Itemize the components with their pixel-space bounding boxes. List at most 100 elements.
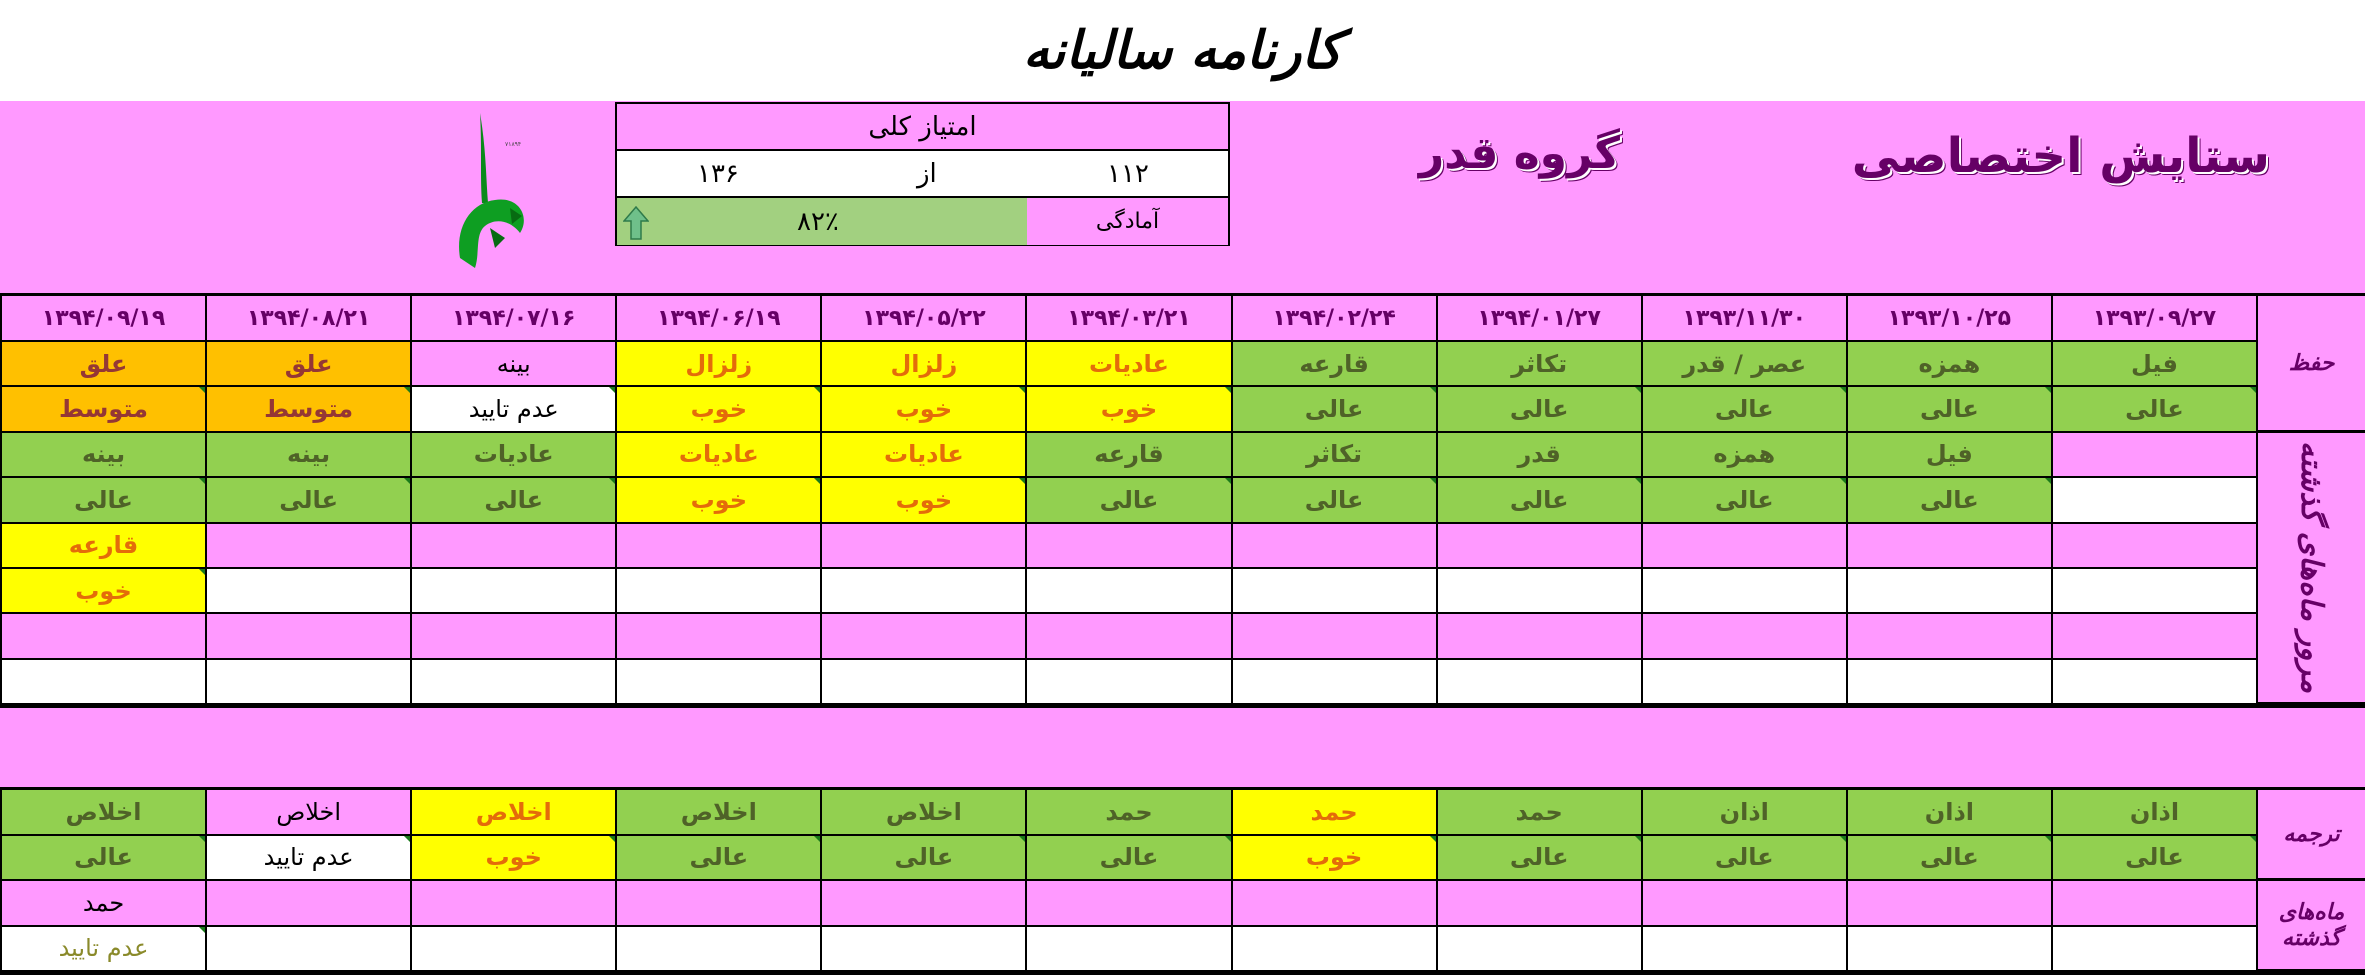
date-header[interactable]: ۱۳۹۴/۰۳/۲۱ — [1025, 296, 1231, 342]
grade-cell[interactable] — [820, 614, 1026, 660]
grade-cell[interactable]: عادیات — [820, 432, 1026, 479]
grade-cell[interactable] — [1230, 614, 1436, 660]
grade-cell[interactable] — [1640, 523, 1846, 569]
grade-cell[interactable] — [205, 881, 411, 927]
grade-cell[interactable]: عالی — [1845, 387, 2051, 433]
grade-cell[interactable]: عالی — [615, 835, 821, 881]
grade-cell[interactable] — [1230, 659, 1436, 706]
grade-cell[interactable] — [2050, 432, 2256, 479]
grade-cell[interactable]: عدم تایید — [205, 835, 411, 881]
grade-cell[interactable]: خوب — [1230, 835, 1436, 881]
grade-cell[interactable]: عالی — [0, 478, 206, 524]
grade-cell[interactable]: اذان — [1640, 790, 1846, 836]
grade-cell[interactable]: عالی — [820, 835, 1026, 881]
grade-cell[interactable] — [205, 926, 411, 972]
grade-cell[interactable]: خوب — [615, 387, 821, 433]
grade-cell[interactable]: همزه — [1640, 432, 1846, 479]
grade-cell[interactable]: اذان — [1845, 790, 2051, 836]
grade-cell[interactable] — [1640, 881, 1846, 927]
grade-cell[interactable] — [410, 926, 616, 972]
grade-cell[interactable]: متوسط — [0, 387, 206, 433]
grade-cell[interactable]: علق — [0, 342, 206, 388]
grade-cell[interactable]: عالی — [1025, 835, 1231, 881]
grade-cell[interactable]: فیل — [2050, 342, 2256, 388]
date-header[interactable]: ۱۳۹۴/۰۸/۲۱ — [205, 296, 411, 342]
grade-cell[interactable]: همزه — [1845, 342, 2051, 388]
grade-cell[interactable] — [2050, 926, 2256, 972]
date-header[interactable]: ۱۳۹۴/۰۱/۲۷ — [1435, 296, 1641, 342]
grade-cell[interactable] — [205, 614, 411, 660]
date-header[interactable]: ۱۳۹۴/۰۶/۱۹ — [615, 296, 821, 342]
grade-cell[interactable]: عالی — [2050, 387, 2256, 433]
grade-cell[interactable] — [615, 523, 821, 569]
grade-cell[interactable] — [2050, 523, 2256, 569]
grade-cell[interactable] — [1640, 568, 1846, 615]
grade-cell[interactable]: خوب — [0, 568, 206, 615]
grade-cell[interactable]: زلزال — [820, 342, 1026, 388]
grade-cell[interactable]: خوب — [820, 478, 1026, 524]
grade-cell[interactable] — [1640, 926, 1846, 972]
grade-cell[interactable]: عالی — [1640, 387, 1846, 433]
grade-cell[interactable] — [1435, 568, 1641, 615]
date-header[interactable]: ۱۳۹۴/۰۷/۱۶ — [410, 296, 616, 342]
grade-cell[interactable] — [820, 926, 1026, 972]
grade-cell[interactable] — [1025, 523, 1231, 569]
grade-cell[interactable]: عالی — [2050, 835, 2256, 881]
grade-cell[interactable] — [820, 523, 1026, 569]
grade-cell[interactable]: عالی — [1435, 387, 1641, 433]
grade-cell[interactable] — [1230, 926, 1436, 972]
grade-cell[interactable] — [1025, 881, 1231, 927]
grade-cell[interactable]: اذان — [2050, 790, 2256, 836]
grade-cell[interactable]: عالی — [1025, 478, 1231, 524]
grade-cell[interactable] — [1025, 568, 1231, 615]
grade-cell[interactable] — [615, 659, 821, 706]
grade-cell[interactable] — [410, 881, 616, 927]
grade-cell[interactable] — [1435, 881, 1641, 927]
grade-cell[interactable]: خوب — [820, 387, 1026, 433]
grade-cell[interactable] — [205, 523, 411, 569]
grade-cell[interactable]: بینه — [205, 432, 411, 479]
date-header[interactable]: ۱۳۹۳/۰۹/۲۷ — [2050, 296, 2256, 342]
grade-cell[interactable]: عالی — [1845, 835, 2051, 881]
grade-cell[interactable]: عالی — [410, 478, 616, 524]
grade-cell[interactable]: عدم تایید — [410, 387, 616, 433]
grade-cell[interactable] — [410, 614, 616, 660]
grade-cell[interactable]: حمد — [1435, 790, 1641, 836]
grade-cell[interactable] — [2050, 659, 2256, 706]
grade-cell[interactable] — [1230, 568, 1436, 615]
grade-cell[interactable]: قارعه — [0, 523, 206, 569]
grade-cell[interactable] — [615, 926, 821, 972]
grade-cell[interactable] — [2050, 881, 2256, 927]
grade-cell[interactable]: اخلاص — [0, 790, 206, 836]
grade-cell[interactable]: عالی — [1435, 478, 1641, 524]
grade-cell[interactable] — [1845, 568, 2051, 615]
grade-cell[interactable]: علق — [205, 342, 411, 388]
grade-cell[interactable] — [1230, 881, 1436, 927]
grade-cell[interactable] — [1845, 926, 2051, 972]
grade-cell[interactable] — [0, 659, 206, 706]
grade-cell[interactable]: عالی — [1640, 835, 1846, 881]
grade-cell[interactable]: قدر — [1435, 432, 1641, 479]
grade-cell[interactable]: اخلاص — [820, 790, 1026, 836]
grade-cell[interactable]: اخلاص — [205, 790, 411, 836]
grade-cell[interactable]: بینه — [410, 342, 616, 388]
grade-cell[interactable] — [2050, 478, 2256, 524]
grade-cell[interactable]: عالی — [1230, 478, 1436, 524]
grade-cell[interactable]: زلزال — [615, 342, 821, 388]
grade-cell[interactable] — [410, 659, 616, 706]
grade-cell[interactable] — [820, 568, 1026, 615]
date-header[interactable]: ۱۳۹۴/۰۲/۲۴ — [1230, 296, 1436, 342]
grade-cell[interactable] — [2050, 614, 2256, 660]
grade-cell[interactable] — [1230, 523, 1436, 569]
grade-cell[interactable] — [820, 659, 1026, 706]
grade-cell[interactable]: حمد — [0, 881, 206, 927]
grade-cell[interactable]: خوب — [1025, 387, 1231, 433]
grade-cell[interactable] — [615, 881, 821, 927]
grade-cell[interactable]: فیل — [1845, 432, 2051, 479]
grade-cell[interactable] — [1640, 659, 1846, 706]
grade-cell[interactable] — [205, 568, 411, 615]
grade-cell[interactable] — [1435, 926, 1641, 972]
grade-cell[interactable]: خوب — [410, 835, 616, 881]
grade-cell[interactable] — [820, 881, 1026, 927]
grade-cell[interactable] — [615, 568, 821, 615]
